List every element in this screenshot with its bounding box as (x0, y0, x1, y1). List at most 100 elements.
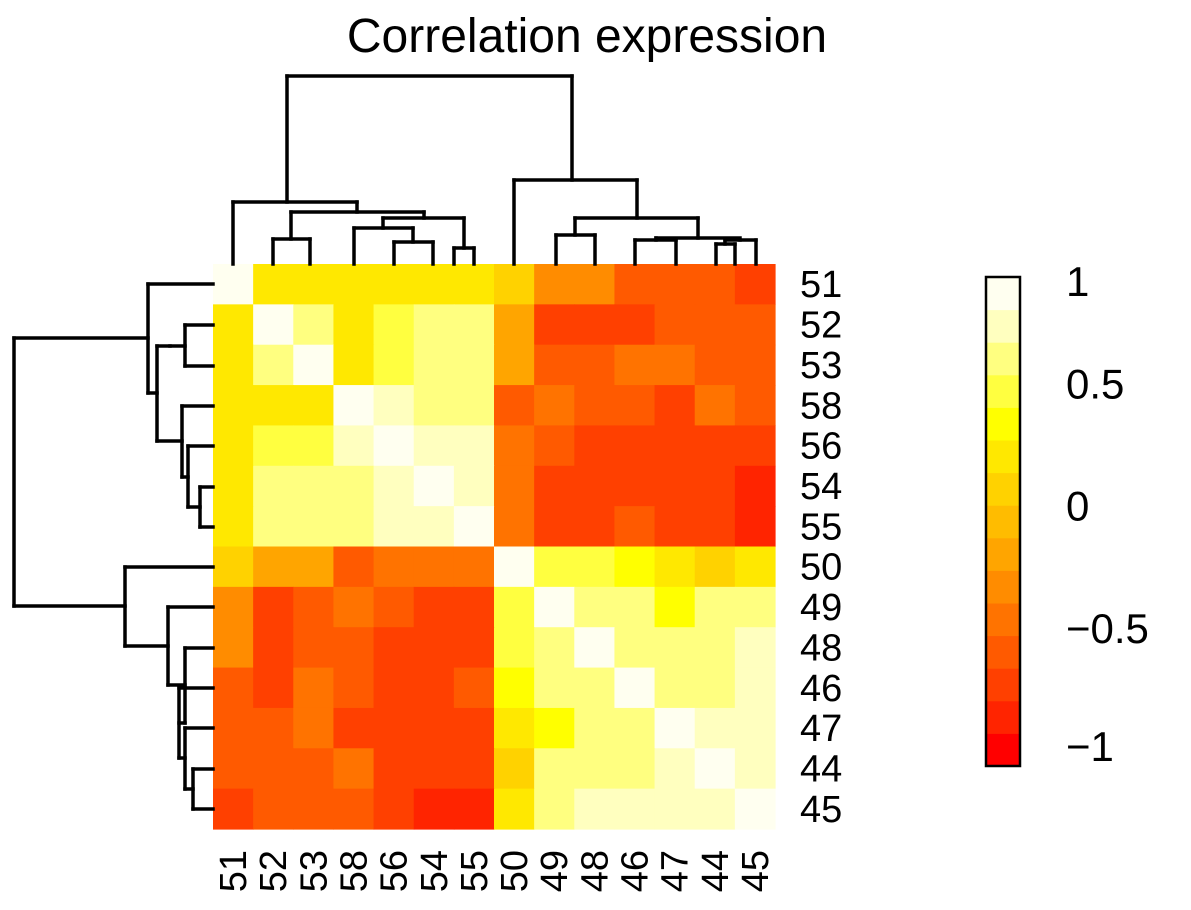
heatmap-cell-46-56 (373, 667, 415, 709)
row-label-53: 53 (800, 345, 842, 387)
heatmap-cell-51-50 (494, 264, 535, 305)
col-label-49: 49 (534, 850, 576, 892)
heatmap-cell-54-52 (253, 465, 294, 507)
heatmap-cell-49-58 (333, 586, 375, 628)
heatmap-cell-53-53 (293, 344, 335, 386)
col-label-58: 58 (334, 850, 376, 892)
heatmap-cell-44-46 (614, 748, 656, 790)
heatmap-cell-53-56 (373, 344, 415, 386)
heatmap-cell-56-56 (373, 425, 415, 467)
heatmap-cell-55-52 (253, 506, 294, 548)
heatmap-cell-56-55 (453, 425, 495, 467)
colorbar-segment-8 (986, 472, 1020, 506)
colorbar-tick-label: 0 (1066, 483, 1089, 530)
heatmap-cell-47-44 (694, 707, 736, 749)
heatmap-cell-48-48 (574, 627, 616, 669)
row-label-46: 46 (800, 668, 842, 710)
heatmap-cell-52-51 (213, 304, 254, 346)
heatmap-cell-46-49 (534, 667, 575, 709)
heatmap-cell-55-58 (333, 506, 375, 548)
heatmap-cell-58-47 (654, 385, 696, 427)
col-label-56: 56 (374, 850, 416, 892)
heatmap-cell-50-55 (453, 546, 495, 588)
heatmap-cell-46-45 (734, 667, 776, 709)
heatmap-cell-48-54 (413, 627, 455, 669)
heatmap-cell-48-50 (494, 627, 535, 669)
heatmap-cell-47-50 (494, 707, 535, 749)
heatmap-cell-49-56 (373, 586, 415, 628)
heatmap-cell-46-54 (413, 667, 455, 709)
heatmap-cell-44-58 (333, 748, 375, 790)
heatmap-cell-52-47 (654, 304, 696, 346)
heatmap-cell-49-54 (413, 586, 455, 628)
heatmap-cell-51-52 (253, 264, 294, 305)
heatmap-cell-51-45 (734, 264, 776, 305)
heatmap-cell-58-51 (213, 385, 254, 427)
heatmap-cell-52-52 (253, 304, 294, 346)
heatmap-cell-55-47 (654, 506, 696, 548)
heatmap-cell-46-58 (333, 667, 375, 709)
heatmap-cell-55-54 (413, 506, 455, 548)
heatmap-cell-54-53 (293, 465, 335, 507)
heatmap-cell-49-44 (694, 586, 736, 628)
heatmap-cell-47-49 (534, 707, 575, 749)
heatmap-cell-46-55 (453, 667, 495, 709)
heatmap-cell-56-50 (494, 425, 535, 467)
heatmap-cell-52-46 (614, 304, 656, 346)
heatmap-cell-58-48 (574, 385, 616, 427)
heatmap-cell-55-53 (293, 506, 335, 548)
heatmap-cell-47-51 (213, 707, 254, 749)
heatmap-cell-52-55 (453, 304, 495, 346)
row-label-51: 51 (800, 264, 842, 306)
heatmap-cell-55-50 (494, 506, 535, 548)
colorbar-segment-7 (986, 505, 1020, 539)
heatmap-cell-51-54 (413, 264, 455, 305)
heatmap-cell-52-50 (494, 304, 535, 346)
heatmap-cell-46-53 (293, 667, 335, 709)
heatmap-cell-56-48 (574, 425, 616, 467)
heatmap-cell-56-52 (253, 425, 294, 467)
heatmap-cell-51-58 (333, 264, 375, 305)
heatmap-cell-54-54 (413, 465, 455, 507)
heatmap-cell-49-47 (654, 586, 696, 628)
heatmap-cell-45-44 (694, 788, 736, 830)
heatmap-cell-55-48 (574, 506, 616, 548)
row-dendrogram (12, 282, 215, 811)
heatmap-cell-45-51 (213, 788, 254, 830)
heatmap-cell-48-49 (534, 627, 575, 669)
col-label-48: 48 (574, 850, 616, 892)
col-label-46: 46 (615, 850, 657, 892)
heatmap-cell-44-51 (213, 748, 254, 790)
heatmap-cell-50-51 (213, 546, 254, 588)
heatmap-cell-51-51 (213, 264, 254, 305)
heatmap-cell-56-58 (333, 425, 375, 467)
heatmap-cell-44-52 (253, 748, 294, 790)
heatmap-cell-50-54 (413, 546, 455, 588)
heatmap-cell-53-49 (534, 344, 575, 386)
heatmap-cell-47-55 (453, 707, 495, 749)
heatmap-cell-50-48 (574, 546, 616, 588)
colorbar-tick-label: 1 (1066, 258, 1089, 305)
colorbar-segment-3 (986, 635, 1020, 669)
heatmap-cell-48-44 (694, 627, 736, 669)
heatmap-cell-58-49 (534, 385, 575, 427)
colorbar-segment-14 (986, 277, 1020, 311)
color-legend: 1 0.5 0 −0.5 −1 (984, 258, 1149, 770)
heatmap-cell-55-45 (734, 506, 776, 548)
heatmap-cell-47-53 (293, 707, 335, 749)
row-label-49: 49 (800, 587, 842, 629)
heatmap-cell-47-52 (253, 707, 294, 749)
heatmap-cell-45-54 (413, 788, 455, 830)
heatmap-cell-52-49 (534, 304, 575, 346)
heatmap-cell-49-48 (574, 586, 616, 628)
heatmap-cell-48-52 (253, 627, 294, 669)
heatmap-cell-44-53 (293, 748, 335, 790)
heatmap-cell-56-47 (654, 425, 696, 467)
colorbar-segment-1 (986, 700, 1020, 734)
colorbar-tick-label: −1 (1066, 723, 1114, 770)
heatmap-cell-48-55 (453, 627, 495, 669)
col-label-52: 52 (253, 850, 295, 892)
heatmap-cell-49-55 (453, 586, 495, 628)
heatmap-cell-47-48 (574, 707, 616, 749)
